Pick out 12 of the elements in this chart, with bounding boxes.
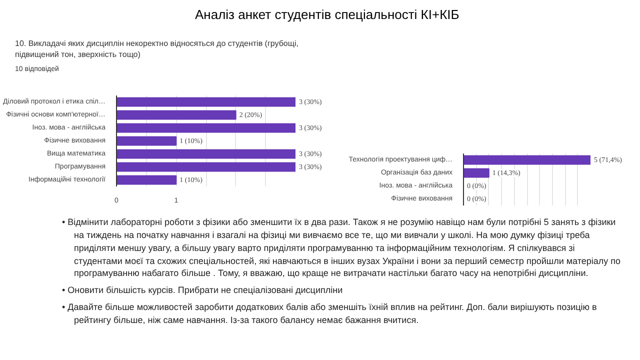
bar xyxy=(116,175,177,185)
bar xyxy=(116,123,296,133)
text: Аналіз анкет студентів спеціальності КІ+КІБ xyxy=(195,6,460,24)
bar xyxy=(116,149,296,159)
bar xyxy=(116,97,296,107)
bar xyxy=(116,136,177,146)
text: • Давайте більше можливостей заробити додаткових балів або зменшіть їхній вплив на рейтинг. Доп. бали вирішують позицію в рейтингу більше, ніж саме навчання. Із-за такого балансу немає бажання вчитися. xyxy=(62,301,598,327)
text: • Оновити більшість курсів. Прибрати не спеціалізовані дисципліни xyxy=(62,284,344,298)
chart-subtitle: 10. Викладачі яких дисциплін некоректно відносяться до студентів (грубощі, підвищений тон, зверхність тощо) xyxy=(15,38,300,61)
bar xyxy=(116,162,296,172)
text: • Відмінити лабораторні роботи з фізики або зменшити їх в два рази. Також я не розумію навіщо нам були потрібні 5 занять з фізики на тиждень на початку навчання і взагалі на фізиці ми вивчаємо все те, що ми вивчали у школі. На мою думку фізиці треба приділяти меншу увагу, а більшу увагу варто приділяти програмуванню та інформаційним технологіям. Я спілкувався зі студентами моєї та схожих спеціальностей, які навчаються в інших вузах України і вони за перший семестр пройшли матеріалу по програмуванню набагато більше . Тому, я вважаю, що краще не витрачати настільки багато часу на непотрібні дисципліни. xyxy=(62,216,622,280)
bar xyxy=(116,110,236,120)
